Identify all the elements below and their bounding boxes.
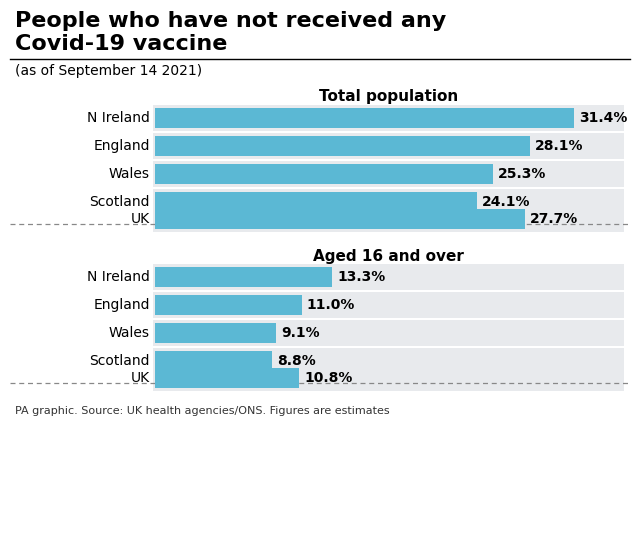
Text: People who have not received any: People who have not received any [15, 11, 446, 31]
Bar [153, 161, 624, 187]
Text: N Ireland: N Ireland [87, 270, 150, 284]
Text: UK: UK [131, 212, 150, 226]
Text: 25.3%: 25.3% [497, 167, 546, 181]
Bar [153, 206, 624, 232]
Text: 24.1%: 24.1% [481, 195, 530, 209]
Text: Wales: Wales [109, 167, 150, 181]
Text: 31.4%: 31.4% [579, 111, 627, 125]
Text: 28.1%: 28.1% [535, 139, 584, 153]
Text: PA graphic. Source: UK health agencies/ONS. Figures are estimates: PA graphic. Source: UK health agencies/O… [15, 406, 390, 416]
Bar [153, 292, 624, 318]
Text: 11.0%: 11.0% [307, 298, 355, 312]
Bar [155, 164, 493, 184]
Bar [155, 267, 332, 287]
Text: N Ireland: N Ireland [87, 111, 150, 125]
Text: Scotland: Scotland [90, 195, 150, 209]
Bar [155, 295, 302, 315]
Text: Wales: Wales [109, 326, 150, 340]
Text: Total population: Total population [319, 89, 458, 104]
Bar [153, 365, 624, 391]
Text: England: England [93, 139, 150, 153]
Bar [153, 133, 624, 159]
Text: 9.1%: 9.1% [282, 326, 320, 340]
Text: 27.7%: 27.7% [529, 212, 578, 226]
Bar [155, 136, 530, 156]
Bar [155, 323, 276, 343]
Text: 8.8%: 8.8% [277, 354, 316, 368]
Bar [153, 189, 624, 215]
Text: Covid-19 vaccine: Covid-19 vaccine [15, 34, 227, 54]
Text: England: England [93, 298, 150, 312]
Text: Aged 16 and over: Aged 16 and over [313, 249, 464, 264]
Bar [155, 368, 299, 388]
Bar [155, 351, 273, 371]
Bar [155, 192, 477, 212]
Text: 10.8%: 10.8% [304, 371, 353, 385]
Bar [153, 348, 624, 374]
Bar [153, 320, 624, 346]
Text: (as of September 14 2021): (as of September 14 2021) [15, 64, 202, 78]
Text: 13.3%: 13.3% [337, 270, 386, 284]
Text: Scotland: Scotland [90, 354, 150, 368]
Bar [155, 108, 574, 128]
Bar [153, 105, 624, 131]
Text: UK: UK [131, 371, 150, 385]
Bar [155, 209, 525, 229]
Bar [153, 264, 624, 290]
